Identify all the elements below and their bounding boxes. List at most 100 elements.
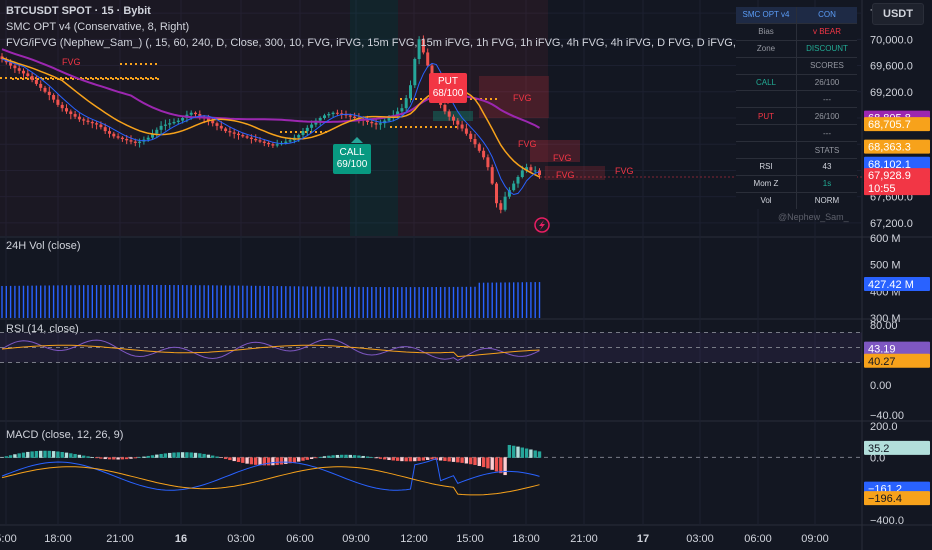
candle-body xyxy=(56,99,60,105)
stats-label: Mom Z xyxy=(736,175,797,192)
macd-histogram-bar xyxy=(365,456,370,458)
macd-histogram-bar xyxy=(245,457,249,464)
macd-histogram-bar xyxy=(348,454,352,458)
volume-last-label: 427.42 M xyxy=(868,279,914,291)
macd-histogram-bar xyxy=(198,453,202,458)
candle-body xyxy=(464,128,468,134)
candle-body xyxy=(219,125,223,129)
price-label-bg xyxy=(864,181,930,196)
macd-histogram-bar xyxy=(99,457,103,459)
smc-stats-table: SMC OPT v4 CON Bias v BEAR Zone DISCOUNT SCORE… xyxy=(736,7,857,209)
macd-histogram-bar xyxy=(292,457,297,463)
currency-unit-button[interactable]: USDT xyxy=(872,3,924,25)
candle-body xyxy=(47,91,51,96)
candle-body xyxy=(512,183,516,191)
price-label: 67,928.9 xyxy=(868,170,911,182)
macd-histogram-bar xyxy=(340,454,344,458)
candle-body xyxy=(297,135,301,138)
candle-body xyxy=(245,136,249,138)
time-axis-label: 5:00 xyxy=(0,533,17,545)
candle-body xyxy=(163,124,167,126)
macd-histogram-bar xyxy=(185,452,189,458)
stats-label xyxy=(736,91,797,108)
macd-histogram-bar xyxy=(426,457,430,460)
rsi-axis-label: −40.00 xyxy=(870,410,904,422)
macd-histogram-bar xyxy=(94,457,99,459)
stats-row: Vol NORM xyxy=(736,191,857,209)
macd-histogram-bar xyxy=(490,457,494,470)
macd-histogram-bar xyxy=(464,457,469,464)
indicator-legend-fvg[interactable]: FVG/iFVG (Nephew_Sam_) (, 15, 60, 240, D… xyxy=(6,37,798,49)
candle-body xyxy=(366,120,369,122)
macd-histogram-bar xyxy=(236,457,241,463)
candle-body xyxy=(538,170,541,176)
put-signal-score: 68/100 xyxy=(432,88,464,99)
macd-histogram-bar xyxy=(447,457,451,462)
rsi-pane-title: RSI (14, close) xyxy=(6,323,79,335)
time-axis-label: 18:00 xyxy=(512,533,540,545)
macd-histogram-bar xyxy=(180,452,185,458)
candle-body xyxy=(469,133,473,139)
macd-histogram-bar xyxy=(211,455,215,458)
macd-histogram-bar xyxy=(51,451,56,458)
macd-histogram-bar xyxy=(26,451,30,458)
macd-histogram-bar xyxy=(378,457,383,459)
macd-histogram-bar xyxy=(279,457,284,465)
candle-body xyxy=(452,116,455,121)
stats-row: Zone DISCOUNT xyxy=(736,39,857,57)
rsi-label-bg xyxy=(864,341,930,356)
rsi-ma-line xyxy=(1,344,540,358)
indicator-legend-smc[interactable]: SMC OPT v4 (Conservative, 8, Right) xyxy=(6,21,190,33)
price-label-bg xyxy=(864,117,930,132)
time-axis-label: 17 xyxy=(637,533,649,545)
candle-body xyxy=(258,140,262,142)
time-axis-label: 09:00 xyxy=(342,533,370,545)
fvg-box xyxy=(530,140,580,162)
macd-histogram-bar xyxy=(254,457,258,465)
macd-histogram-bar xyxy=(357,455,361,458)
macd-histogram-bar xyxy=(215,456,219,458)
candle-body xyxy=(241,135,245,137)
stats-row: STATS xyxy=(736,141,857,159)
candle-body xyxy=(404,98,408,109)
macd-histogram-bar xyxy=(116,457,120,460)
rsi-last-label: 40.27 xyxy=(868,356,896,368)
volume-axis-label: 500 M xyxy=(870,260,901,272)
candle-body xyxy=(486,157,490,168)
candle-body xyxy=(503,196,507,210)
time-axis-label: 21:00 xyxy=(570,533,598,545)
stats-row: RSI 43 xyxy=(736,158,857,175)
candle-body xyxy=(499,203,503,210)
stats-row: --- xyxy=(736,90,857,108)
macd-axis-label: −400.0 xyxy=(870,515,904,527)
macd-histogram-bar xyxy=(103,457,107,460)
candle-body xyxy=(60,104,64,109)
macd-histogram-bar xyxy=(232,457,236,462)
macd-histogram-bar xyxy=(34,451,39,458)
stats-row: CALL 26/100 xyxy=(736,73,857,91)
candle-body xyxy=(387,118,391,121)
rsi-band xyxy=(0,332,862,363)
stats-row: --- xyxy=(736,124,857,142)
symbol-legend[interactable]: BTCUSDT SPOT · 15 · Bybit xyxy=(6,5,151,17)
macd-histogram-bar xyxy=(499,457,503,474)
macd-histogram-bar xyxy=(524,448,529,458)
macd-histogram-bar xyxy=(533,450,537,458)
candle-body xyxy=(482,150,486,158)
fvg-label: FVG xyxy=(62,57,81,67)
macd-histogram-bar xyxy=(477,457,481,466)
macd-histogram-bar xyxy=(258,457,262,466)
stats-row: SCORES xyxy=(736,56,857,74)
macd-histogram-bar xyxy=(86,456,90,458)
macd-histogram-bar xyxy=(193,452,198,458)
macd-histogram-bar xyxy=(352,455,357,458)
stats-value: CON xyxy=(818,10,836,20)
macd-histogram-bar xyxy=(241,457,245,463)
candle-body xyxy=(86,120,90,122)
candle-body xyxy=(490,167,494,184)
candle-body xyxy=(26,73,30,77)
macd-histogram-bar xyxy=(39,450,43,458)
macd-histogram-bar xyxy=(155,454,159,458)
candle-body xyxy=(155,129,159,134)
